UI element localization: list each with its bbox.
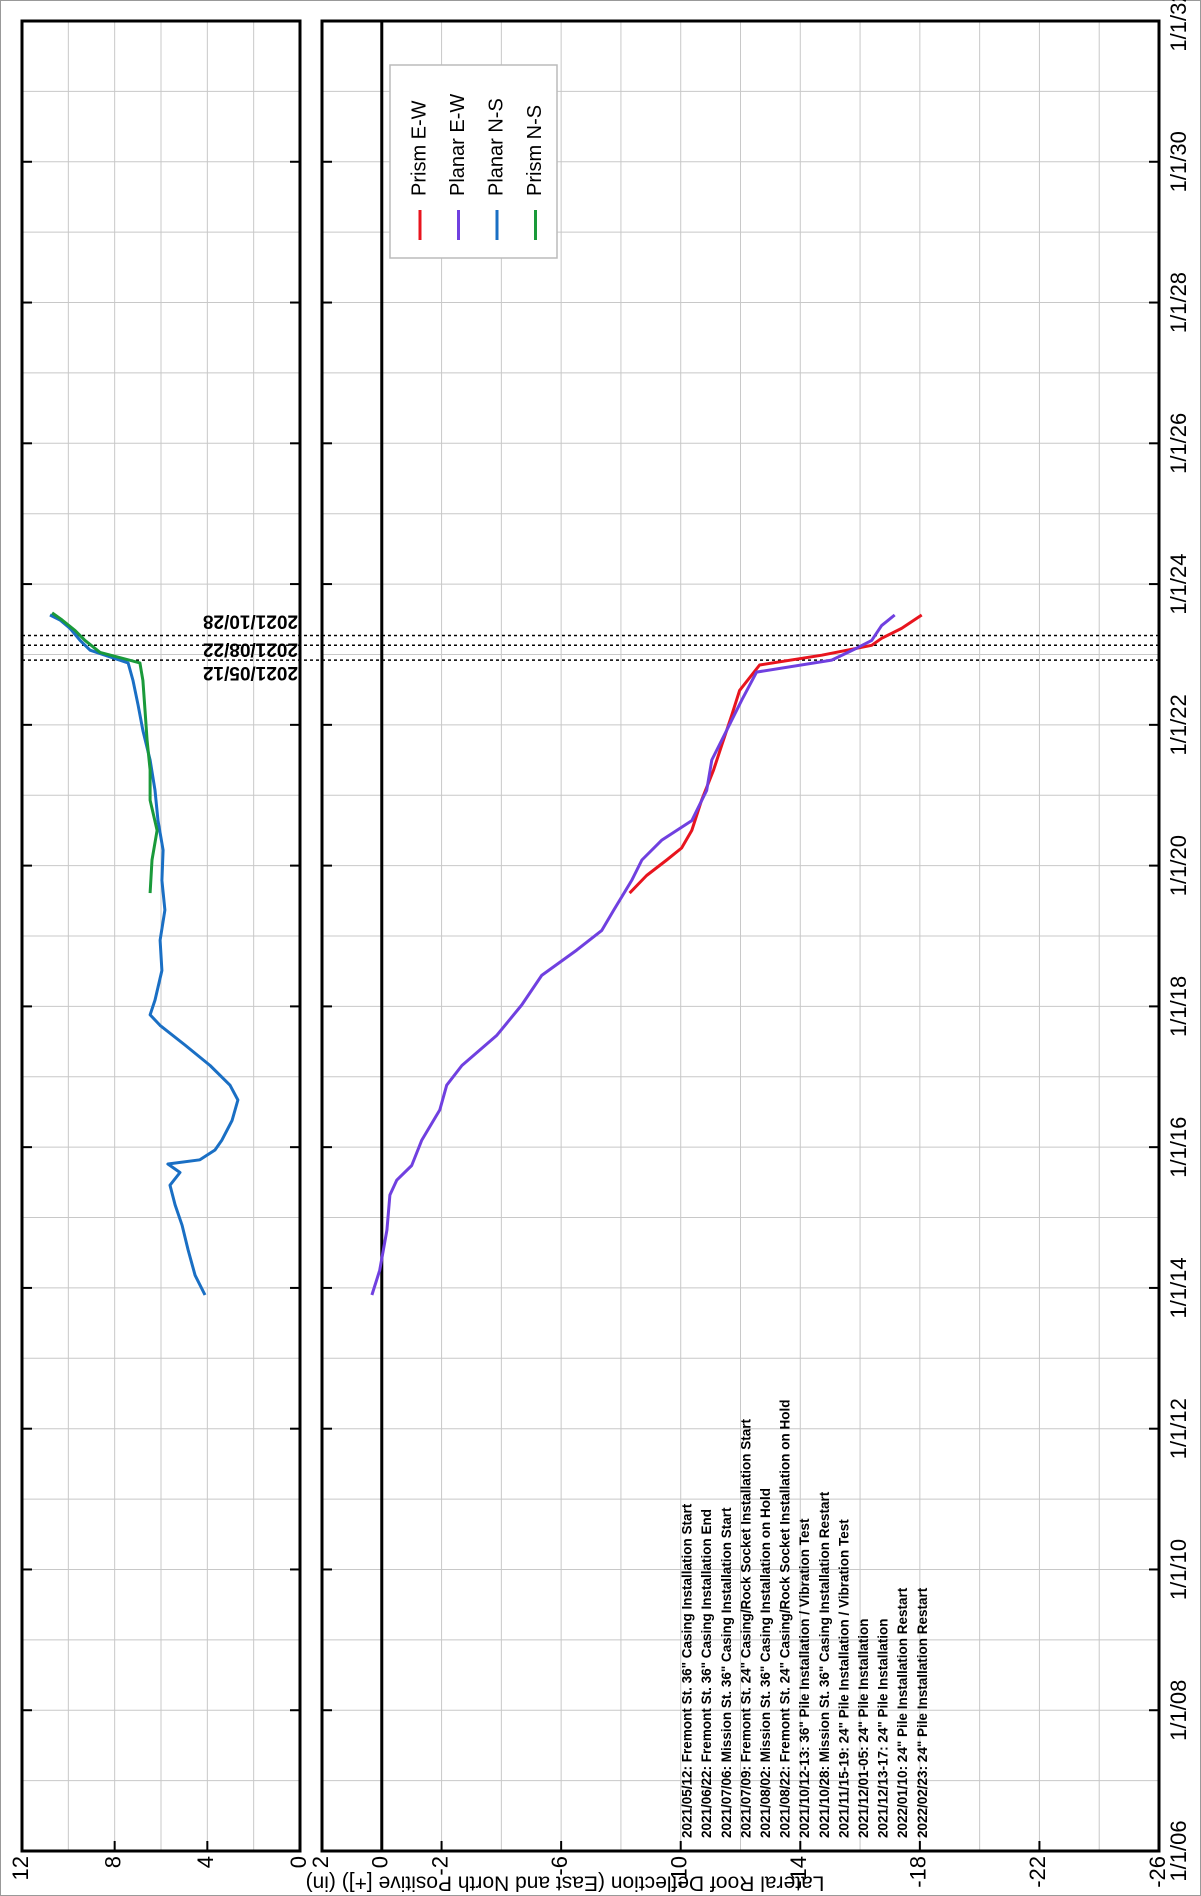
annotation: 2021/11/15-19: 24" Pile Installation / V…	[836, 1519, 851, 1838]
annotation: 2021/10/28: Mission St. 36" Casing Insta…	[817, 1491, 832, 1838]
annotation: 2022/02/23: 24" Pile Installation Restar…	[915, 1587, 930, 1838]
x-tick-label: 1/1/06	[1166, 1820, 1191, 1881]
x-tick-label: 1/1/16	[1166, 1117, 1191, 1178]
y-tick-label: 0	[286, 1856, 311, 1868]
x-tick-label: 1/1/08	[1166, 1680, 1191, 1741]
y-tick-label: -6	[547, 1856, 572, 1876]
annotation: 2021/08/22: Fremont St. 24" Casing/Rock …	[778, 1399, 793, 1838]
x-tick-label: 1/1/30	[1166, 131, 1191, 192]
panel-border	[320, 19, 1161, 1853]
x-tick-label: 1/1/32	[1166, 0, 1191, 52]
annotation: 2021/10/12-13: 36" Pile Installation / V…	[797, 1518, 812, 1838]
y-tick-label: -18	[906, 1856, 931, 1888]
y-tick-label: 2	[308, 1856, 333, 1868]
annotation: 2021/12/01-05: 24" Pile Installation	[856, 1618, 871, 1838]
series-line	[51, 611, 159, 894]
legend-label: Prism N-S	[524, 105, 546, 196]
legend-label: Planar N-S	[485, 98, 507, 196]
x-tick-label: 1/1/24	[1166, 553, 1191, 614]
series-line	[49, 613, 240, 1296]
panel-border	[20, 19, 302, 1853]
x-tick-label: 1/1/22	[1166, 694, 1191, 755]
annotation: 2021/08/02: Mission St. 36" Casing Insta…	[758, 1488, 773, 1838]
y-tick-label: 12	[8, 1856, 33, 1880]
x-tick-label: 1/1/10	[1166, 1539, 1191, 1600]
x-tick-label: 1/1/20	[1166, 835, 1191, 896]
event-label: 2021/05/12	[203, 662, 298, 683]
y-axis-title: Lateral Roof Deflection (East and North …	[306, 1871, 825, 1894]
annotation: 2022/01/10: 24" Pile Installation Restar…	[895, 1587, 910, 1838]
event-label: 2021/10/28	[203, 610, 298, 631]
y-tick-label: 0	[368, 1856, 393, 1868]
x-tick-label: 1/1/12	[1166, 1398, 1191, 1459]
legend-label: Planar E-W	[447, 94, 469, 196]
legend-label: Prism E-W	[408, 100, 430, 196]
y-tick-label: -14	[786, 1856, 811, 1888]
y-tick-label: -2	[427, 1856, 452, 1876]
x-tick-label: 1/1/18	[1166, 976, 1191, 1037]
annotation: 2021/05/12: Fremont St. 36" Casing Insta…	[680, 1503, 695, 1838]
y-tick-label: 8	[100, 1856, 125, 1868]
series-line	[370, 613, 896, 1296]
annotation: 2021/07/09: Fremont St. 24" Casing/Rock …	[738, 1418, 753, 1838]
y-tick-label: -22	[1025, 1856, 1050, 1888]
y-tick-label: -26	[1145, 1856, 1170, 1888]
legend-box	[389, 64, 558, 259]
event-label: 2021/08/22	[203, 638, 298, 659]
annotation: 2021/06/22: Fremont St. 36" Casing Insta…	[699, 1509, 714, 1838]
series-line	[628, 613, 923, 895]
annotation: 2021/12/13-17: 24" Pile Installation	[876, 1618, 891, 1838]
y-tick-label: -10	[667, 1856, 692, 1888]
x-tick-label: 1/1/28	[1166, 272, 1191, 333]
x-tick-label: 1/1/14	[1166, 1257, 1191, 1318]
y-tick-label: 4	[193, 1856, 218, 1868]
x-tick-label: 1/1/26	[1166, 413, 1191, 474]
annotation: 2021/07/06: Mission St. 36" Casing Insta…	[719, 1507, 734, 1838]
